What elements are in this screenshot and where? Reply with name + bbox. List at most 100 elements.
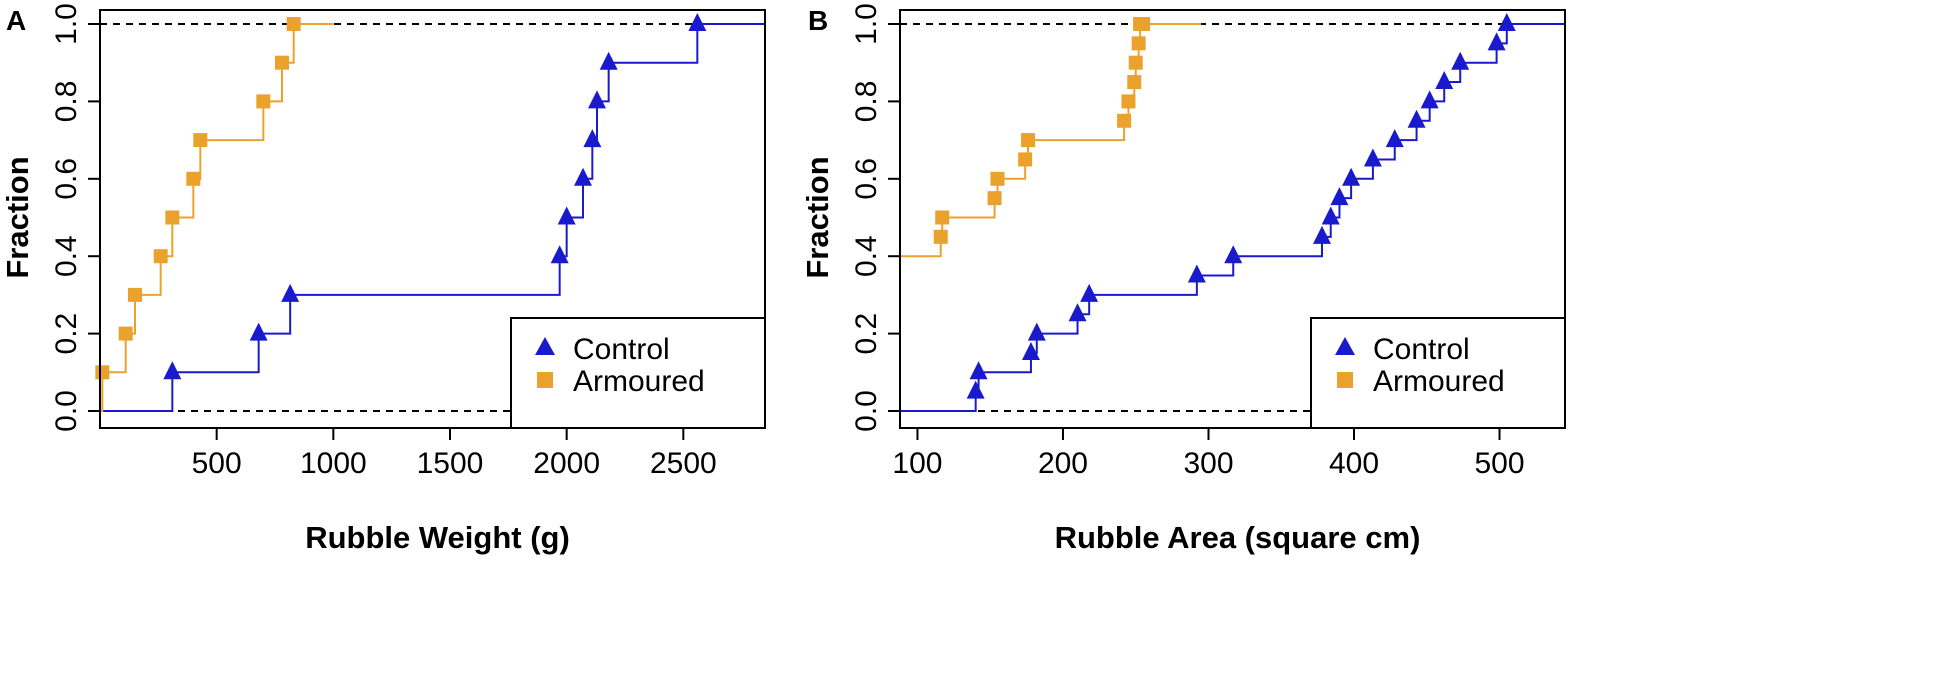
marker-control: [281, 283, 300, 302]
marker-control: [588, 90, 606, 109]
marker-armoured: [118, 326, 133, 341]
legend-label-armoured: Armoured: [573, 365, 705, 398]
marker-armoured: [1127, 75, 1142, 90]
legend-box: [510, 317, 766, 429]
legend-marker-armoured: [1337, 372, 1353, 388]
marker-armoured: [165, 210, 180, 225]
marker-control: [1451, 51, 1470, 70]
y-tick-label: 0.0: [850, 390, 883, 432]
marker-control: [1321, 206, 1340, 225]
x-axis-title: Rubble Weight (g): [305, 520, 570, 555]
marker-armoured: [1121, 94, 1136, 109]
marker-control: [1330, 187, 1349, 206]
marker-control: [1080, 283, 1099, 302]
marker-armoured: [153, 249, 168, 264]
marker-armoured: [990, 171, 1005, 186]
legend-marker-armoured: [537, 372, 553, 388]
x-axis-title: Rubble Area (square cm): [1055, 520, 1421, 555]
marker-control: [557, 206, 576, 225]
y-tick-label: 0.0: [50, 390, 83, 432]
plot-frame: [899, 9, 1566, 429]
x-tick-label: 2000: [533, 447, 600, 480]
y-tick-label: 0.2: [50, 313, 83, 355]
x-tick-label: 200: [1038, 447, 1088, 480]
marker-armoured: [286, 17, 301, 31]
marker-control: [1435, 71, 1454, 90]
x-tick-label: 500: [1474, 447, 1524, 480]
marker-armoured: [95, 365, 110, 380]
legend-label-control: Control: [573, 333, 670, 366]
marker-control: [688, 13, 707, 31]
marker-armoured: [987, 191, 1002, 206]
x-tick-label: 100: [892, 447, 942, 480]
marker-control: [969, 361, 988, 380]
y-tick-label: 0.6: [850, 158, 883, 200]
marker-control: [966, 380, 985, 399]
marker-control: [1187, 264, 1206, 283]
y-tick-label: 0.4: [850, 235, 883, 277]
marker-armoured: [256, 94, 271, 109]
y-axis-title: Fraction: [0, 156, 35, 278]
y-tick-label: 0.6: [50, 158, 83, 200]
marker-control: [1497, 13, 1516, 31]
marker-control: [163, 361, 182, 380]
marker-armoured: [933, 229, 948, 244]
panel-letter: A: [6, 5, 26, 36]
y-tick-label: 0.8: [50, 81, 83, 123]
y-axis-title: Fraction: [800, 156, 835, 278]
y-tick-label: 0.2: [850, 313, 883, 355]
x-tick-label: 300: [1183, 447, 1233, 480]
y-tick-label: 0.4: [50, 235, 83, 277]
marker-armoured: [275, 55, 289, 70]
legend-box: [1310, 317, 1566, 429]
panel-letter: B: [808, 5, 828, 36]
step-line-armoured: [100, 23, 334, 412]
panel-b: B 100 200 300 400 500 0.0 0.2 0.4 0.6 0.8 1.0 Rubble…: [800, 3, 1566, 555]
marker-control: [249, 322, 268, 341]
marker-control: [1068, 303, 1087, 322]
marker-control: [599, 51, 618, 70]
marker-control: [550, 245, 569, 264]
x-tick-label: 400: [1329, 447, 1379, 480]
y-tick-label: 0.8: [850, 81, 883, 123]
marker-control: [1342, 167, 1361, 186]
marker-armoured: [935, 210, 950, 225]
x-tick-label: 1500: [417, 447, 484, 480]
marker-control: [1420, 90, 1439, 109]
x-tick-label: 2500: [650, 447, 717, 480]
legend-label-armoured: Armoured: [1373, 365, 1505, 398]
legend-marker-control: [535, 337, 555, 355]
marker-armoured: [1018, 152, 1033, 167]
y-tick-label: 1.0: [50, 3, 83, 45]
marker-control: [1385, 129, 1404, 148]
marker-control: [574, 167, 592, 186]
marker-control: [583, 129, 602, 148]
step-line-control: [100, 23, 765, 412]
marker-control: [1224, 245, 1243, 264]
legend-label-control: Control: [1373, 333, 1470, 366]
marker-armoured: [1117, 113, 1132, 128]
marker-control: [1027, 322, 1046, 341]
x-tick-label: 1000: [300, 447, 367, 480]
y-tick-label: 1.0: [850, 3, 883, 45]
marker-armoured: [1128, 55, 1143, 70]
legend-marker-control: [1335, 337, 1355, 355]
marker-armoured: [128, 287, 142, 302]
marker-control: [1363, 148, 1382, 167]
marker-control: [1021, 341, 1040, 360]
marker-control: [1312, 225, 1331, 244]
marker-armoured: [1136, 17, 1151, 31]
marker-armoured: [1131, 36, 1146, 51]
marker-armoured: [1021, 133, 1036, 148]
x-tick-label: 500: [192, 447, 242, 480]
marker-control: [1407, 109, 1426, 128]
marker-armoured: [186, 171, 201, 186]
marker-armoured: [193, 133, 208, 148]
panel-a: A 500 1000 1500 2000 2500 0.0 0.2 0.4 0.6 0.8 1.0 Ru…: [0, 3, 766, 555]
plot-frame: [99, 9, 766, 429]
marker-control: [1487, 32, 1506, 51]
